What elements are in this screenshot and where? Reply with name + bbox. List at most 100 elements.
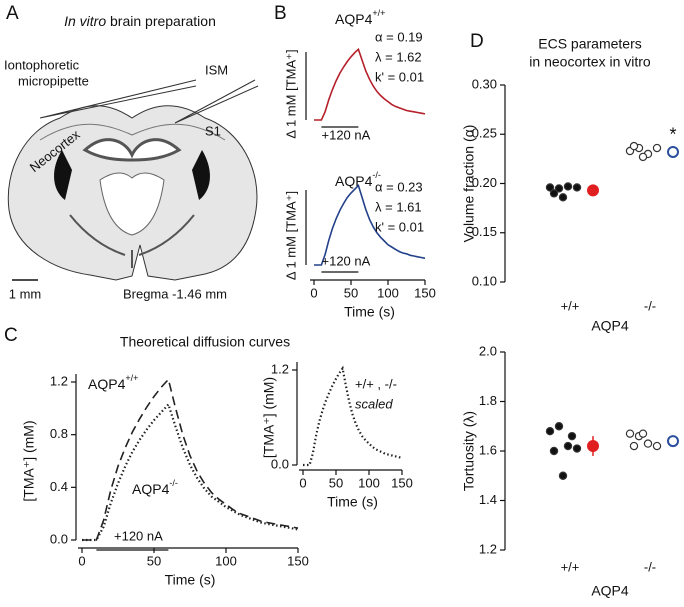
annotation: α = 0.23 <box>375 179 423 194</box>
data-point <box>563 182 573 191</box>
diagram-title: In vitro brain preparation <box>64 13 216 29</box>
hippocampus <box>82 138 182 162</box>
y-axis-label: [TMA⁺] (mM) <box>261 377 277 458</box>
series-line <box>314 47 426 121</box>
x-axis-label: Time (s) <box>327 494 378 510</box>
data-point <box>554 422 564 431</box>
y-tick-label: 0.20 <box>472 175 497 190</box>
ism-label: ISM <box>205 62 228 77</box>
x-tick-label: 0 <box>78 553 85 568</box>
data-point <box>629 441 639 451</box>
x-axis-label: Time (s) <box>165 572 216 588</box>
data-point <box>558 471 568 480</box>
text-sup: -/- <box>169 478 178 488</box>
stimulus-label: +120 nA <box>322 253 371 268</box>
x-tick-label: -/- <box>644 559 656 574</box>
annotation: k' = 0.01 <box>375 69 424 84</box>
x-tick-label: 150 <box>287 553 309 568</box>
x-tick-label: 100 <box>377 285 399 300</box>
annotation: α = 0.19 <box>375 29 423 44</box>
pipette-label: micropipette <box>18 73 89 88</box>
x-tick-label: 100 <box>358 475 380 490</box>
thalamus <box>99 172 165 236</box>
annotation: +/+ , -/- <box>355 376 397 391</box>
x-tick-label: 0 <box>299 475 306 490</box>
x-tick-label: 100 <box>215 553 237 568</box>
data-point <box>558 193 568 202</box>
data-point <box>567 431 577 441</box>
y-tick-label: 2.0 <box>479 343 497 358</box>
annotation: k' = 0.01 <box>375 219 424 234</box>
data-point <box>545 427 555 436</box>
chart-title: in neocortex in vitro <box>529 54 651 70</box>
panel-label: B <box>274 3 287 24</box>
x-tick-label: 0 <box>310 285 317 300</box>
x-axis-label: AQP4 <box>591 318 629 334</box>
x-tick-label: +/+ <box>561 559 580 574</box>
mean-marker <box>667 145 679 158</box>
text-base: AQP4 <box>335 173 373 189</box>
data-point <box>643 439 653 448</box>
data-point <box>638 429 648 438</box>
chart-title: ECS parameters <box>538 36 641 52</box>
data-point <box>572 183 582 192</box>
y-tick-label: 1.2 <box>50 373 68 388</box>
x-tick-label: -/- <box>644 298 656 313</box>
data-point <box>638 152 648 162</box>
series-label: AQP4-/- <box>132 478 178 496</box>
text-sup: -/- <box>372 170 381 180</box>
y-tick-label: 1.2 <box>271 361 289 376</box>
title-italic: In vitro <box>64 13 106 29</box>
series-line <box>303 365 403 467</box>
y-tick-label: 0.25 <box>472 126 497 141</box>
y-tick-label: 0.30 <box>472 76 497 91</box>
data-point <box>563 441 573 451</box>
micropipette <box>39 79 197 119</box>
y-tick-label: 0.8 <box>50 426 68 441</box>
x-tick-label: 50 <box>329 475 343 490</box>
x-axis-label: AQP4 <box>591 583 629 599</box>
chart-title: AQP4-/- <box>335 170 381 188</box>
y-axis-label: Tortuosity (λ) <box>461 411 477 491</box>
y-axis-label: [TMA⁺] (mM) <box>21 420 37 501</box>
data-point <box>554 184 564 193</box>
data-point <box>625 429 635 438</box>
scale-label: 1 mm <box>9 286 42 301</box>
y-axis-label: Volume fraction (α) <box>461 125 477 243</box>
annotation: scaled <box>355 396 393 411</box>
pipette-label: Iontophoretic <box>4 57 80 72</box>
text-base: AQP4 <box>88 376 126 392</box>
series-line <box>82 377 299 541</box>
title-rest: brain preparation <box>110 13 216 29</box>
x-tick-label: 150 <box>391 475 413 490</box>
series-label: AQP4+/+ <box>88 373 138 391</box>
text-sup: +/+ <box>372 8 385 18</box>
series-line <box>314 183 426 266</box>
tracts <box>69 214 195 268</box>
y-tick-label: 1.8 <box>479 393 497 408</box>
y-tick-label: 0.10 <box>472 273 497 288</box>
mean-marker <box>587 184 599 197</box>
chart-title: Theoretical diffusion curves <box>120 334 290 350</box>
stimulus-label: +120 nA <box>114 528 163 543</box>
panel-label: A <box>6 3 19 24</box>
significance: * <box>669 125 676 145</box>
data-point <box>652 441 662 451</box>
data-point <box>549 446 559 456</box>
scale-bar-label: Δ 1 mM [TMA⁺] <box>283 49 298 138</box>
y-tick-label: 0.4 <box>50 479 68 494</box>
data-point <box>549 189 559 198</box>
y-tick-label: 1.6 <box>479 442 497 457</box>
chart-title: AQP4+/+ <box>335 8 385 26</box>
y-tick-label: 0.0 <box>271 456 289 471</box>
data-point <box>572 444 582 453</box>
mean-marker <box>667 435 679 448</box>
brain-diagram <box>7 79 259 281</box>
x-tick-label: 50 <box>147 553 161 568</box>
text-sup: +/+ <box>125 373 138 383</box>
panel-label: C <box>4 325 18 346</box>
y-tick-label: 1.4 <box>479 492 497 507</box>
panel-label: D <box>470 31 484 52</box>
stimulus-label: +120 nA <box>322 127 371 142</box>
